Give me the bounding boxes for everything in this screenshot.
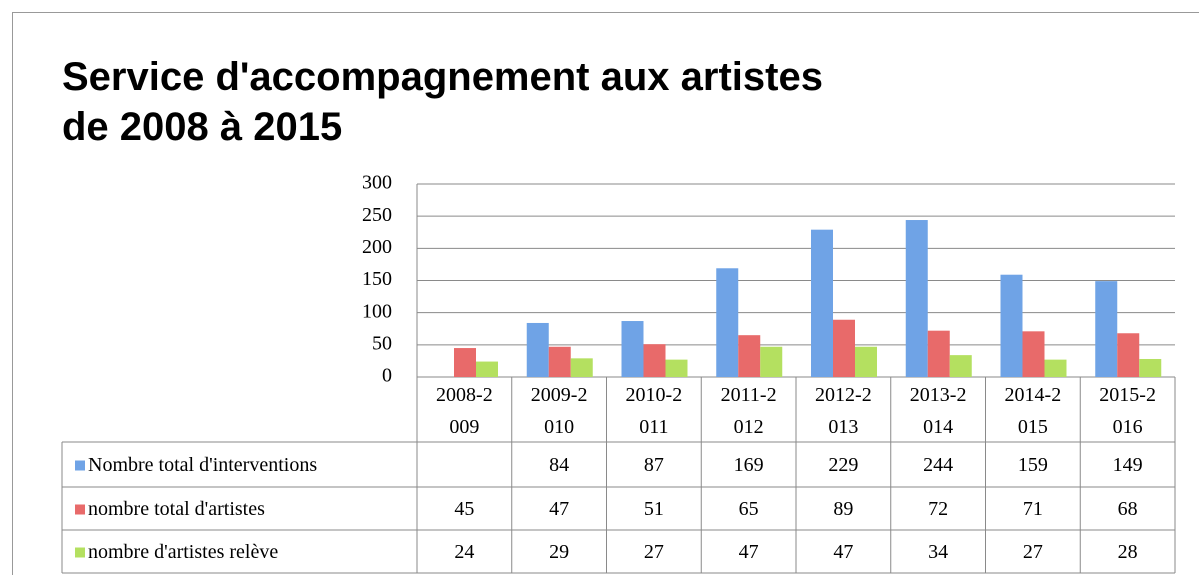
table-cell: 27 <box>1023 541 1043 563</box>
bar <box>621 321 644 377</box>
bar <box>833 319 855 377</box>
x-tick-label: 2012-2013 <box>815 384 872 438</box>
bar <box>905 220 928 377</box>
x-tick-label: 2012-2013 <box>815 384 872 438</box>
bar <box>811 229 833 377</box>
table-cell: 28 <box>1118 541 1138 563</box>
y-tick-label: 250 <box>362 204 392 226</box>
bar <box>1095 281 1118 377</box>
table-cell: 24 <box>454 541 474 563</box>
bar <box>738 335 761 377</box>
y-tick-label: 0 <box>382 365 392 387</box>
legend-swatch <box>75 460 85 471</box>
x-tick-label: 2014-2015 <box>1004 384 1062 438</box>
y-tick-label: 150 <box>362 268 392 290</box>
bar <box>1000 274 1023 377</box>
x-tick-label: 2015-2016 <box>1099 384 1156 438</box>
bar <box>760 346 783 377</box>
legend-swatch <box>75 504 85 515</box>
bar <box>949 355 972 377</box>
x-tick-label: 2008-2009 <box>436 384 493 438</box>
table-cell: 27 <box>644 541 664 563</box>
table-cell: 45 <box>454 498 474 520</box>
x-tick-label: 2009-2010 <box>530 384 588 438</box>
y-tick-label: 50 <box>372 332 392 354</box>
table-cell: 47 <box>739 541 759 563</box>
bar <box>526 322 549 377</box>
table-cell: 72 <box>928 498 948 520</box>
x-tick-label: 2015-2016 <box>1099 384 1156 438</box>
y-tick-label: 100 <box>362 300 392 322</box>
bar <box>1022 331 1045 377</box>
x-tick-label: 2011-2012 <box>720 384 777 438</box>
table-cell: 159 <box>1018 454 1048 476</box>
x-tick-label: 2013-2014 <box>909 384 967 438</box>
table-cell: 244 <box>923 454 953 476</box>
bar <box>1139 358 1162 377</box>
x-tick-label: 2009-2010 <box>530 384 588 438</box>
legend-label: nombre total d'artistes <box>88 498 265 520</box>
table-cell: 68 <box>1118 498 1138 520</box>
table-cell: 84 <box>549 454 569 476</box>
table-cell: 47 <box>833 541 853 563</box>
legend-label: nombre d'artistes relève <box>88 541 278 563</box>
legend-swatch <box>75 547 85 558</box>
bar <box>643 344 666 377</box>
x-tick-label: 2013-2014 <box>909 384 967 438</box>
bar <box>548 346 571 377</box>
bar <box>927 330 950 377</box>
table-cell: 65 <box>739 498 759 520</box>
table-cell: 71 <box>1023 498 1043 520</box>
bar <box>570 358 593 377</box>
table-cell: 229 <box>828 454 858 476</box>
x-tick-label: 2008-2009 <box>436 384 493 438</box>
bar <box>454 348 476 377</box>
bar <box>1117 333 1140 377</box>
table-cell: 87 <box>644 454 664 476</box>
table-cell: 29 <box>549 541 569 563</box>
chart-title: Service d'accompagnement aux artistes de … <box>62 55 823 149</box>
table-cell: 51 <box>644 498 664 520</box>
y-tick-label: 200 <box>362 236 392 258</box>
bar <box>1044 359 1067 377</box>
bar <box>665 359 688 377</box>
table-cell: 47 <box>549 498 569 520</box>
table-cell: 34 <box>928 541 948 563</box>
bar <box>476 361 498 377</box>
bar <box>855 346 877 377</box>
table-cell: 89 <box>833 498 853 520</box>
x-tick-label: 2011-2012 <box>720 384 777 438</box>
x-tick-label: 2010-2011 <box>625 384 683 438</box>
x-tick-label: 2014-2015 <box>1004 384 1062 438</box>
bar <box>716 268 739 377</box>
table-cell: 149 <box>1113 454 1143 476</box>
legend-label: Nombre total d'interventions <box>88 454 317 476</box>
table-cell: 169 <box>734 454 764 476</box>
y-tick-label: 300 <box>362 172 392 194</box>
x-tick-label: 2010-2011 <box>625 384 683 438</box>
